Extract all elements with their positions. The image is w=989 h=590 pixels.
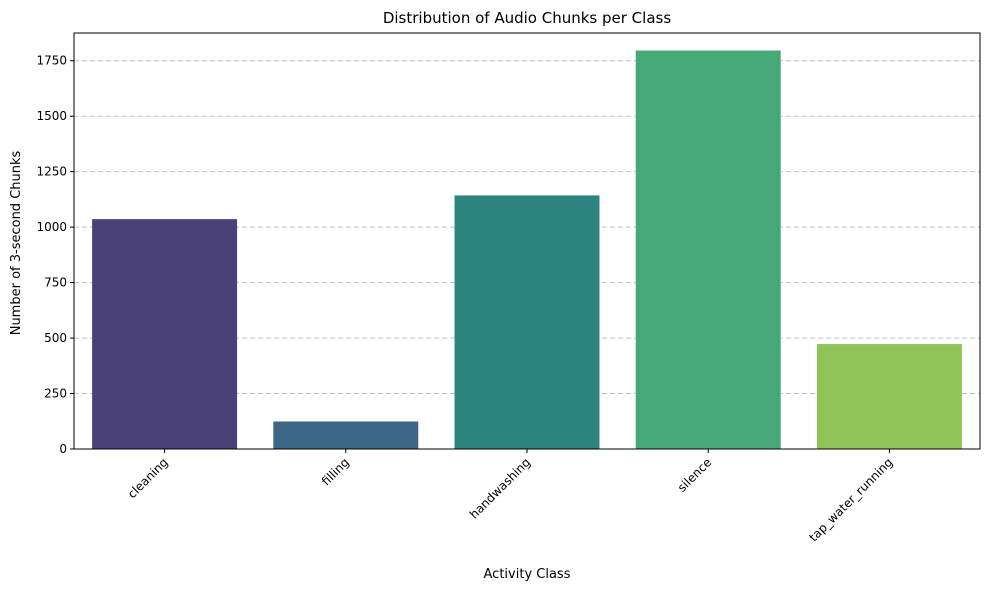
bar-filling bbox=[273, 421, 419, 449]
x-axis-label: Activity Class bbox=[484, 567, 571, 582]
y-tick-label: 1500 bbox=[36, 109, 67, 123]
y-tick-label: 1000 bbox=[36, 220, 67, 234]
bar-handwashing bbox=[454, 195, 600, 449]
y-axis-ticks: 0 250 500 750 1000 1250 1500 1750 bbox=[36, 54, 74, 456]
y-tick-label: 1250 bbox=[36, 165, 67, 179]
y-tick-label: 750 bbox=[44, 276, 67, 290]
x-tick-label: tap_water_running bbox=[806, 455, 895, 544]
bar-cleaning bbox=[92, 219, 238, 449]
y-tick-label: 500 bbox=[44, 331, 67, 345]
bars bbox=[92, 50, 962, 449]
x-axis-ticks: cleaning filling handwashing silence tap_wat… bbox=[125, 449, 896, 544]
y-tick-label: 0 bbox=[59, 442, 67, 456]
y-axis-label: Number of 3-second Chunks bbox=[9, 150, 24, 335]
bar-tap_water_running bbox=[816, 344, 962, 449]
y-tick-label: 1750 bbox=[36, 54, 67, 68]
chart-title: Distribution of Audio Chunks per Class bbox=[383, 9, 672, 27]
x-tick-label: filling bbox=[319, 455, 352, 488]
bar-silence bbox=[635, 50, 781, 449]
x-tick-label: silence bbox=[675, 455, 715, 495]
x-tick-label: cleaning bbox=[125, 455, 171, 501]
x-tick-label: handwashing bbox=[467, 455, 533, 521]
y-tick-label: 250 bbox=[44, 387, 67, 401]
